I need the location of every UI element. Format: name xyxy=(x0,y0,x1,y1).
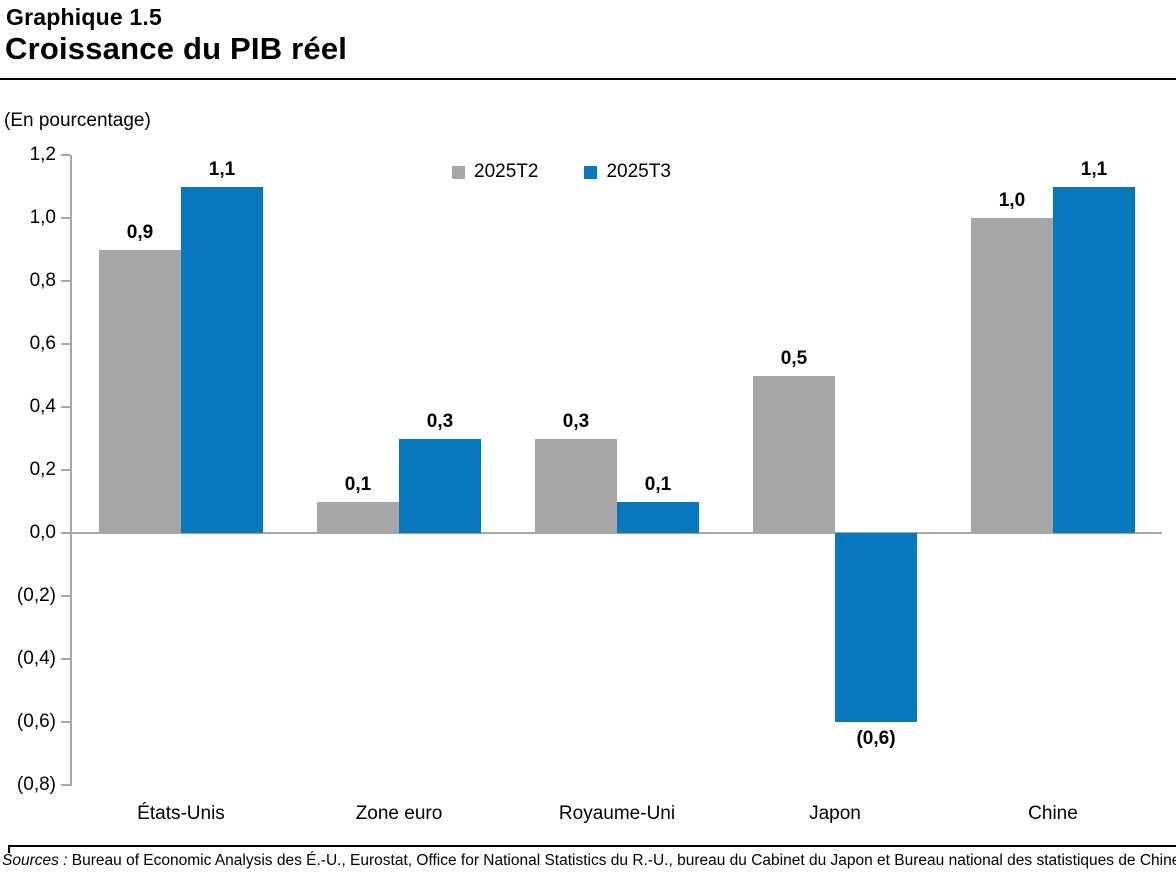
bar-2025T3-Japon xyxy=(835,533,917,722)
legend-label: 2025T2 xyxy=(474,161,539,182)
bar-value-label: 1,1 xyxy=(1080,158,1108,180)
y-axis-tick xyxy=(61,154,70,156)
y-axis-tick xyxy=(61,658,70,660)
bar-value-label: 1,0 xyxy=(998,190,1026,211)
y-axis-tick-label: 1,2 xyxy=(29,144,56,165)
y-axis-tick-label: 1,0 xyxy=(29,207,56,228)
x-axis-category-label: Chine xyxy=(1028,803,1078,824)
bar-2025T2-Royaume-Uni xyxy=(535,438,617,533)
legend-swatch-2025T2 xyxy=(452,165,465,179)
y-axis-tick-label: 0,0 xyxy=(29,522,56,543)
bar-value-label: 0,5 xyxy=(780,347,808,369)
x-axis-zero-line xyxy=(70,532,1162,534)
legend-label: 2025T3 xyxy=(606,161,671,182)
y-axis-tick-label: (0,8) xyxy=(16,774,56,795)
y-axis-tick xyxy=(61,721,70,723)
y-axis-tick-label: 0,4 xyxy=(29,396,56,417)
source-divider xyxy=(8,845,1176,847)
bar-value-label: 0,1 xyxy=(644,473,672,495)
y-axis-tick xyxy=(61,595,70,597)
legend-item-2025T3: 2025T3 xyxy=(584,161,671,183)
bar-2025T2-Zone euro xyxy=(317,501,399,533)
bar-2025T2-Chine xyxy=(971,218,1053,533)
bar-2025T2-Japon xyxy=(753,375,835,533)
title-divider xyxy=(0,78,1176,80)
source-divider-corner-tick xyxy=(8,845,10,853)
y-axis-tick-label: 0,2 xyxy=(29,459,56,480)
x-axis-category-label: Royaume-Uni xyxy=(558,803,676,824)
y-axis-tick xyxy=(61,784,70,786)
bar-value-label: 0,3 xyxy=(426,410,454,432)
y-axis-tick xyxy=(61,280,70,282)
bar-2025T3-Royaume-Uni xyxy=(617,501,699,533)
y-axis-tick xyxy=(61,343,70,345)
y-axis-tick xyxy=(61,217,70,219)
source-prefix: Sources : xyxy=(2,852,68,869)
y-axis-tick-label: 0,6 xyxy=(29,333,56,354)
bar-value-label: 0,3 xyxy=(562,410,590,432)
y-axis-tick-label: (0,2) xyxy=(16,585,56,606)
y-axis-tick xyxy=(61,469,70,471)
page-title: Croissance du PIB réel xyxy=(5,31,348,66)
y-axis-line xyxy=(70,155,72,786)
x-axis-category-label: Zone euro xyxy=(355,803,443,824)
plot-area: 2025T2 2025T3 1,2 1,0 0,8 0,6 0,4 0,2 0,0 (0,2) (… xyxy=(17,144,1162,824)
legend-swatch-2025T3 xyxy=(584,165,598,179)
chart-legend: 2025T2 2025T3 xyxy=(452,161,671,183)
bar-value-label: 1,1 xyxy=(208,158,236,180)
y-axis-tick-label: 0,8 xyxy=(29,270,56,291)
unit-label: (En pourcentage) xyxy=(4,110,151,131)
x-axis-category-label: Japon xyxy=(809,803,861,824)
bar-2025T2-États-Unis xyxy=(99,249,181,533)
source-text: Bureau of Economic Analysis des É.-U., E… xyxy=(67,852,1176,869)
bar-2025T3-Chine xyxy=(1053,186,1135,533)
bar-value-label: 0,9 xyxy=(126,221,154,243)
bar-2025T3-Zone euro xyxy=(399,438,481,533)
y-axis-tick xyxy=(61,406,70,408)
chart-number: Graphique 1.5 xyxy=(6,4,162,30)
bar-2025T3-États-Unis xyxy=(181,186,263,533)
x-axis-category-label: États-Unis xyxy=(137,803,225,824)
source-note: Sources : Bureau of Economic Analysis de… xyxy=(2,851,1176,870)
legend-item-2025T2: 2025T2 xyxy=(452,161,538,183)
y-axis-tick xyxy=(61,532,70,534)
bar-value-label: (0,6) xyxy=(856,728,896,749)
y-axis-tick-label: (0,6) xyxy=(16,711,56,732)
y-axis-tick-label: (0,4) xyxy=(16,648,56,669)
bar-value-label: 0,1 xyxy=(344,473,372,495)
